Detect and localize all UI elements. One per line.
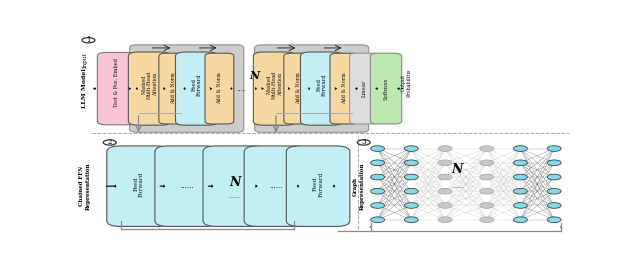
Circle shape [480,217,493,223]
Circle shape [103,140,116,145]
Circle shape [480,174,493,180]
Text: Output
Probabilitis: Output Probabilitis [401,68,412,97]
Text: 3: 3 [362,138,366,147]
Circle shape [513,174,527,180]
Circle shape [513,188,527,194]
FancyBboxPatch shape [97,53,135,125]
Text: Add & Norm: Add & Norm [296,73,301,105]
Text: N: N [229,176,241,188]
Text: Input: Input [83,52,88,68]
Text: Add & Norm: Add & Norm [217,73,222,105]
Circle shape [513,203,527,208]
Circle shape [371,174,385,180]
Text: LLM Model: LLM Model [83,69,88,109]
Circle shape [357,140,370,145]
Circle shape [404,217,419,223]
Circle shape [371,217,385,223]
Circle shape [480,188,493,194]
Text: Test & Pos. Embed: Test & Pos. Embed [114,58,118,107]
Text: ......: ...... [228,194,241,199]
FancyBboxPatch shape [371,53,402,124]
Circle shape [547,146,561,152]
Circle shape [480,160,493,166]
Circle shape [371,188,385,194]
FancyBboxPatch shape [129,45,244,132]
Circle shape [547,188,561,194]
Text: N: N [451,163,463,176]
Circle shape [438,174,452,180]
Text: Softmax: Softmax [383,77,388,100]
FancyBboxPatch shape [155,146,218,227]
Circle shape [82,37,95,43]
FancyBboxPatch shape [253,52,296,125]
FancyBboxPatch shape [284,53,312,124]
Text: N: N [250,70,260,81]
FancyBboxPatch shape [175,52,218,125]
Circle shape [438,146,452,152]
FancyBboxPatch shape [244,146,308,227]
Text: Feed
Forward: Feed Forward [133,171,144,197]
Text: Add & Norm: Add & Norm [342,73,347,105]
Circle shape [547,203,561,208]
Circle shape [371,203,385,208]
Text: Chained FFN
Representation: Chained FFN Representation [79,162,91,210]
Circle shape [480,203,493,208]
Circle shape [547,174,561,180]
FancyBboxPatch shape [349,53,380,124]
Text: Feed
Forward: Feed Forward [316,73,327,96]
Text: Linear: Linear [362,80,367,97]
Circle shape [371,160,385,166]
Text: 2: 2 [108,138,112,147]
Text: Feed
Forward: Feed Forward [313,171,323,197]
Text: Masked
Multi-Head
Attention: Masked Multi-Head Attention [266,70,282,99]
Circle shape [480,146,493,152]
Text: ......: ...... [269,183,283,189]
Text: Graph
Representation: Graph Representation [353,162,364,210]
Circle shape [404,146,419,152]
FancyBboxPatch shape [300,52,342,125]
Text: ......: ...... [451,184,463,189]
Circle shape [404,203,419,208]
FancyBboxPatch shape [107,146,170,227]
FancyBboxPatch shape [255,45,369,132]
FancyBboxPatch shape [286,146,350,227]
Text: ......: ...... [180,183,193,189]
FancyBboxPatch shape [330,53,359,124]
FancyBboxPatch shape [159,53,188,124]
Text: Masked
Multi-Head
Attention: Masked Multi-Head Attention [141,70,157,99]
Circle shape [547,217,561,223]
FancyBboxPatch shape [203,146,266,227]
Circle shape [404,160,419,166]
Circle shape [371,146,385,152]
Circle shape [404,188,419,194]
Circle shape [513,160,527,166]
FancyBboxPatch shape [205,53,234,124]
Circle shape [438,217,452,223]
Circle shape [438,188,452,194]
Text: ....: .... [236,84,246,93]
Circle shape [513,217,527,223]
Circle shape [404,174,419,180]
Circle shape [438,203,452,208]
FancyBboxPatch shape [129,52,170,125]
Circle shape [513,146,527,152]
Text: 1: 1 [86,36,91,44]
Text: Add & Norm: Add & Norm [171,73,176,105]
Circle shape [438,160,452,166]
Text: Feed
Forward: Feed Forward [191,73,202,96]
Circle shape [547,160,561,166]
